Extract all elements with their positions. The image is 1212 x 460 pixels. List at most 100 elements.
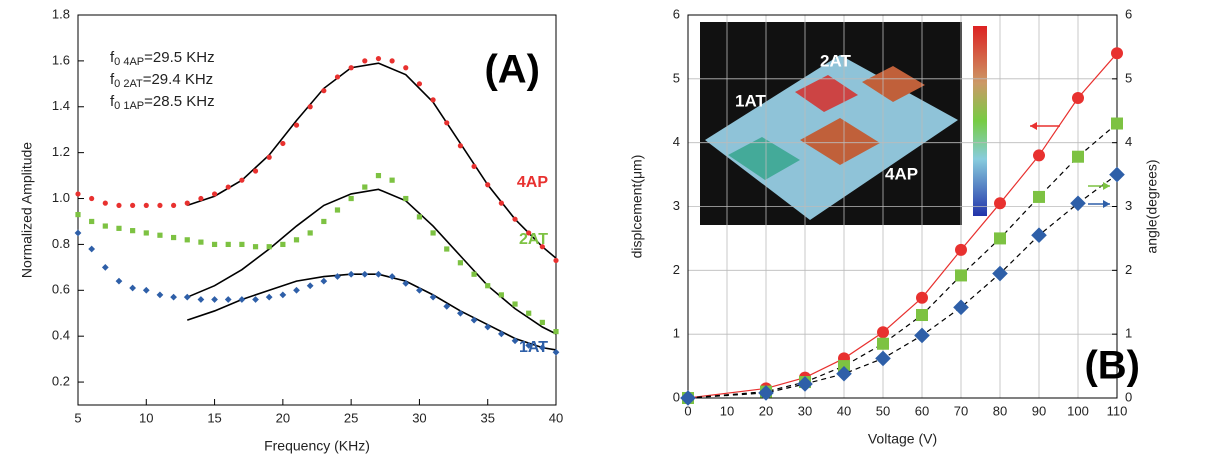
x-tick-label: 30: [798, 403, 812, 418]
marker: [184, 237, 190, 243]
marker: [403, 195, 409, 202]
marker: [1072, 150, 1084, 163]
marker: [306, 282, 314, 290]
marker: [1031, 227, 1047, 244]
series-label: 2AT: [519, 231, 548, 248]
marker: [238, 296, 246, 303]
marker: [293, 237, 300, 243]
x-tick-label: 20: [276, 410, 290, 425]
marker: [362, 184, 368, 190]
panel-label: (B): [1084, 344, 1140, 388]
x-tick-label: 100: [1067, 403, 1089, 418]
marker: [553, 257, 559, 264]
x-tick-label: 50: [876, 403, 890, 418]
marker: [539, 319, 545, 326]
y2-tick-label: 4: [1125, 134, 1132, 149]
y-tick-label: 1.0: [52, 190, 70, 205]
annotation-f: f: [110, 93, 115, 110]
marker: [553, 328, 559, 335]
x-tick-label: 25: [344, 410, 358, 425]
panel-label: (A): [484, 48, 540, 92]
marker: [293, 286, 300, 294]
fit-line: [187, 62, 557, 259]
marker: [1111, 117, 1123, 130]
x-tick-label: 80: [993, 403, 1007, 418]
marker: [225, 241, 231, 248]
marker: [224, 296, 232, 303]
marker: [403, 65, 409, 71]
x-tick-label: 20: [759, 403, 773, 418]
marker: [143, 230, 149, 236]
marker: [484, 323, 492, 331]
annotation: f0 2AT=29.4 KHz: [110, 71, 213, 90]
marker: [389, 58, 395, 64]
marker: [74, 229, 82, 237]
marker: [402, 280, 410, 287]
marker: [211, 296, 218, 303]
series-label: 1AT: [519, 339, 548, 356]
marker: [307, 104, 313, 110]
marker: [471, 271, 477, 277]
annotation-rest: =28.5 KHz: [144, 93, 214, 110]
marker: [129, 284, 137, 292]
marker: [512, 301, 518, 307]
marker: [955, 243, 967, 256]
marker: [266, 244, 272, 250]
marker: [334, 273, 341, 280]
annotation-sub: 0 4AP: [114, 56, 144, 68]
marker: [539, 244, 545, 250]
marker: [252, 296, 259, 303]
marker: [797, 376, 813, 392]
x-tick-label: 70: [954, 403, 968, 418]
y2-axis-label: angle(degrees): [1144, 159, 1160, 253]
marker: [334, 74, 341, 80]
axis-arrow-head: [1103, 182, 1110, 190]
annotation-f: f: [110, 71, 115, 88]
annotation-rest: =29.5 KHz: [144, 49, 214, 66]
marker: [375, 55, 382, 62]
marker: [362, 58, 368, 64]
y-tick-label: 5: [673, 70, 680, 85]
y-tick-label: 1: [673, 326, 680, 341]
y-tick-label: 3: [673, 198, 680, 213]
marker: [280, 140, 286, 147]
marker: [416, 81, 423, 87]
plot-frame: [77, 14, 557, 406]
annotation-sub: 0 2AT: [114, 78, 143, 90]
x-tick-label: 0: [684, 403, 691, 418]
marker: [498, 200, 504, 206]
marker: [171, 234, 177, 241]
marker: [280, 241, 286, 248]
y-tick-label: 1.6: [52, 52, 70, 67]
marker: [279, 291, 287, 299]
marker: [916, 291, 928, 304]
x-tick-label: 60: [915, 403, 929, 418]
y-tick-label: 0: [673, 389, 680, 404]
inset-label: 4AP: [885, 164, 918, 183]
marker: [130, 228, 136, 234]
marker: [211, 241, 218, 248]
x-axis-label: Voltage (V): [868, 431, 937, 447]
marker: [512, 216, 518, 222]
marker: [1072, 91, 1084, 104]
marker: [89, 218, 95, 225]
y2-tick-label: 3: [1125, 198, 1132, 213]
marker: [877, 326, 889, 339]
marker: [525, 341, 533, 349]
inset-colorbar: [973, 26, 987, 216]
y-tick-label: 0.2: [52, 373, 70, 388]
marker: [101, 263, 109, 271]
x-tick-label: 15: [207, 410, 221, 425]
marker: [348, 195, 354, 202]
marker: [347, 270, 355, 278]
marker: [170, 293, 177, 301]
y-tick-label: 0.8: [52, 236, 70, 251]
marker: [348, 65, 354, 71]
marker: [526, 310, 532, 316]
marker: [156, 291, 164, 299]
marker: [388, 273, 396, 280]
marker: [485, 182, 491, 188]
y-axis-label: displcement(μm): [629, 155, 645, 259]
y-tick-label: 1.4: [52, 98, 70, 113]
marker: [471, 163, 477, 170]
